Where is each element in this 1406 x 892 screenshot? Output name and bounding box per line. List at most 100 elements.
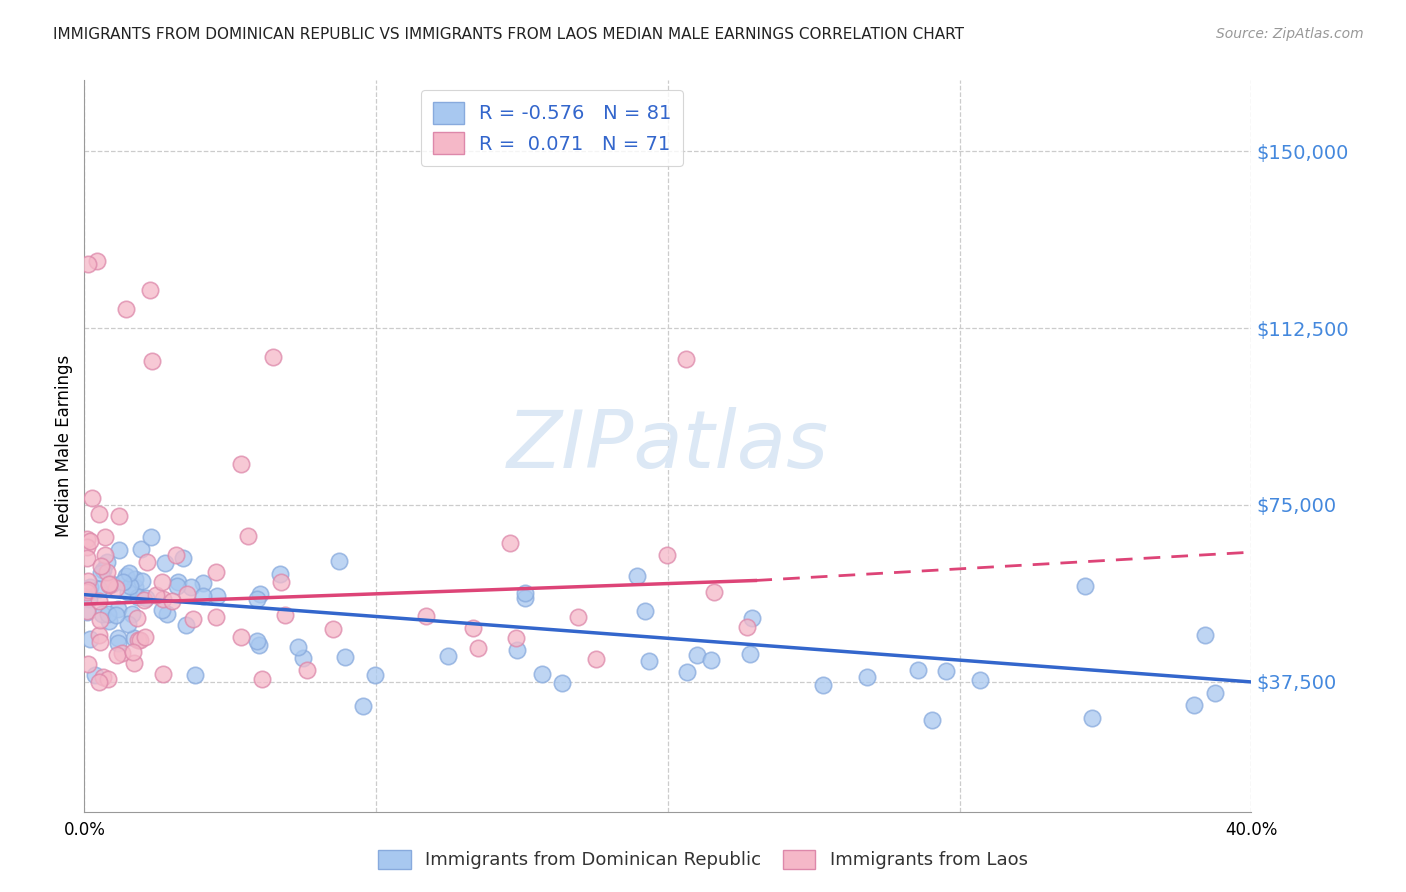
- Point: [270, 574, 292, 589]
- Point: [515, 586, 537, 600]
- Point: [172, 550, 194, 565]
- Point: [87, 628, 110, 642]
- Text: Source: ZipAtlas.com: Source: ZipAtlas.com: [1216, 27, 1364, 41]
- Point: [79, 580, 101, 594]
- Point: [108, 543, 131, 558]
- Point: [89, 635, 111, 649]
- Legend: Immigrants from Dominican Republic, Immigrants from Laos: Immigrants from Dominican Republic, Immi…: [370, 840, 1036, 879]
- Point: [415, 608, 437, 623]
- Point: [87, 508, 110, 522]
- Point: [676, 665, 699, 680]
- Point: [105, 648, 128, 662]
- Point: [174, 618, 197, 632]
- Point: [638, 654, 661, 668]
- Point: [76, 551, 98, 566]
- Point: [246, 634, 269, 648]
- Text: IMMIGRANTS FROM DOMINICAN REPUBLIC VS IMMIGRANTS FROM LAOS MEDIAN MALE EARNINGS : IMMIGRANTS FROM DOMINICAN REPUBLIC VS IM…: [53, 27, 965, 42]
- Point: [91, 670, 114, 684]
- Point: [77, 583, 100, 598]
- Point: [165, 549, 187, 563]
- Point: [76, 585, 98, 599]
- Point: [86, 254, 108, 268]
- Point: [127, 632, 149, 647]
- Point: [77, 657, 100, 671]
- Point: [139, 283, 162, 297]
- Point: [76, 604, 98, 618]
- Point: [90, 559, 112, 574]
- Point: [498, 536, 520, 550]
- Point: [153, 556, 176, 570]
- Point: [1081, 710, 1104, 724]
- Point: [129, 633, 152, 648]
- Point: [675, 352, 697, 367]
- Point: [655, 548, 678, 562]
- Point: [551, 676, 574, 690]
- Point: [269, 566, 291, 581]
- Point: [505, 643, 527, 657]
- Point: [111, 647, 134, 661]
- Point: [134, 592, 156, 607]
- Point: [700, 653, 723, 667]
- Point: [191, 589, 214, 603]
- Point: [204, 610, 226, 624]
- Point: [82, 491, 104, 506]
- Point: [262, 351, 284, 365]
- Point: [87, 582, 110, 596]
- Point: [122, 631, 145, 645]
- Point: [634, 604, 657, 618]
- Point: [813, 678, 835, 692]
- Point: [246, 591, 269, 606]
- Text: ZIPatlas: ZIPatlas: [506, 407, 830, 485]
- Point: [249, 587, 271, 601]
- Point: [921, 714, 943, 728]
- Point: [89, 613, 111, 627]
- Point: [76, 540, 98, 554]
- Point: [274, 608, 297, 623]
- Point: [135, 591, 157, 606]
- Point: [162, 594, 184, 608]
- Point: [292, 651, 315, 665]
- Point: [152, 603, 174, 617]
- Point: [125, 611, 148, 625]
- Point: [118, 566, 141, 581]
- Point: [969, 673, 991, 688]
- Point: [152, 592, 174, 607]
- Point: [98, 577, 121, 591]
- Point: [94, 529, 117, 543]
- Point: [167, 574, 190, 589]
- Point: [134, 631, 156, 645]
- Y-axis label: Median Male Earnings: Median Male Earnings: [55, 355, 73, 537]
- Point: [585, 652, 607, 666]
- Point: [166, 579, 188, 593]
- Point: [112, 574, 135, 589]
- Point: [98, 614, 121, 628]
- Point: [686, 648, 709, 662]
- Point: [287, 640, 309, 654]
- Legend: R = -0.576   N = 81, R =  0.071   N = 71: R = -0.576 N = 81, R = 0.071 N = 71: [420, 90, 683, 166]
- Point: [735, 620, 758, 634]
- Point: [231, 630, 253, 644]
- Point: [505, 631, 527, 645]
- Point: [122, 656, 145, 670]
- Point: [105, 607, 128, 622]
- Point: [437, 648, 460, 663]
- Point: [122, 644, 145, 658]
- Point: [1074, 579, 1097, 593]
- Point: [626, 569, 648, 583]
- Point: [93, 548, 115, 562]
- Point: [567, 610, 589, 624]
- Point: [115, 301, 138, 316]
- Point: [107, 602, 129, 616]
- Point: [117, 584, 139, 599]
- Point: [89, 675, 111, 690]
- Point: [250, 672, 273, 686]
- Point: [117, 616, 139, 631]
- Point: [152, 666, 174, 681]
- Point: [127, 590, 149, 604]
- Point: [205, 589, 228, 603]
- Point: [120, 579, 142, 593]
- Point: [181, 612, 204, 626]
- Point: [907, 663, 929, 677]
- Point: [101, 577, 124, 591]
- Point: [295, 663, 318, 677]
